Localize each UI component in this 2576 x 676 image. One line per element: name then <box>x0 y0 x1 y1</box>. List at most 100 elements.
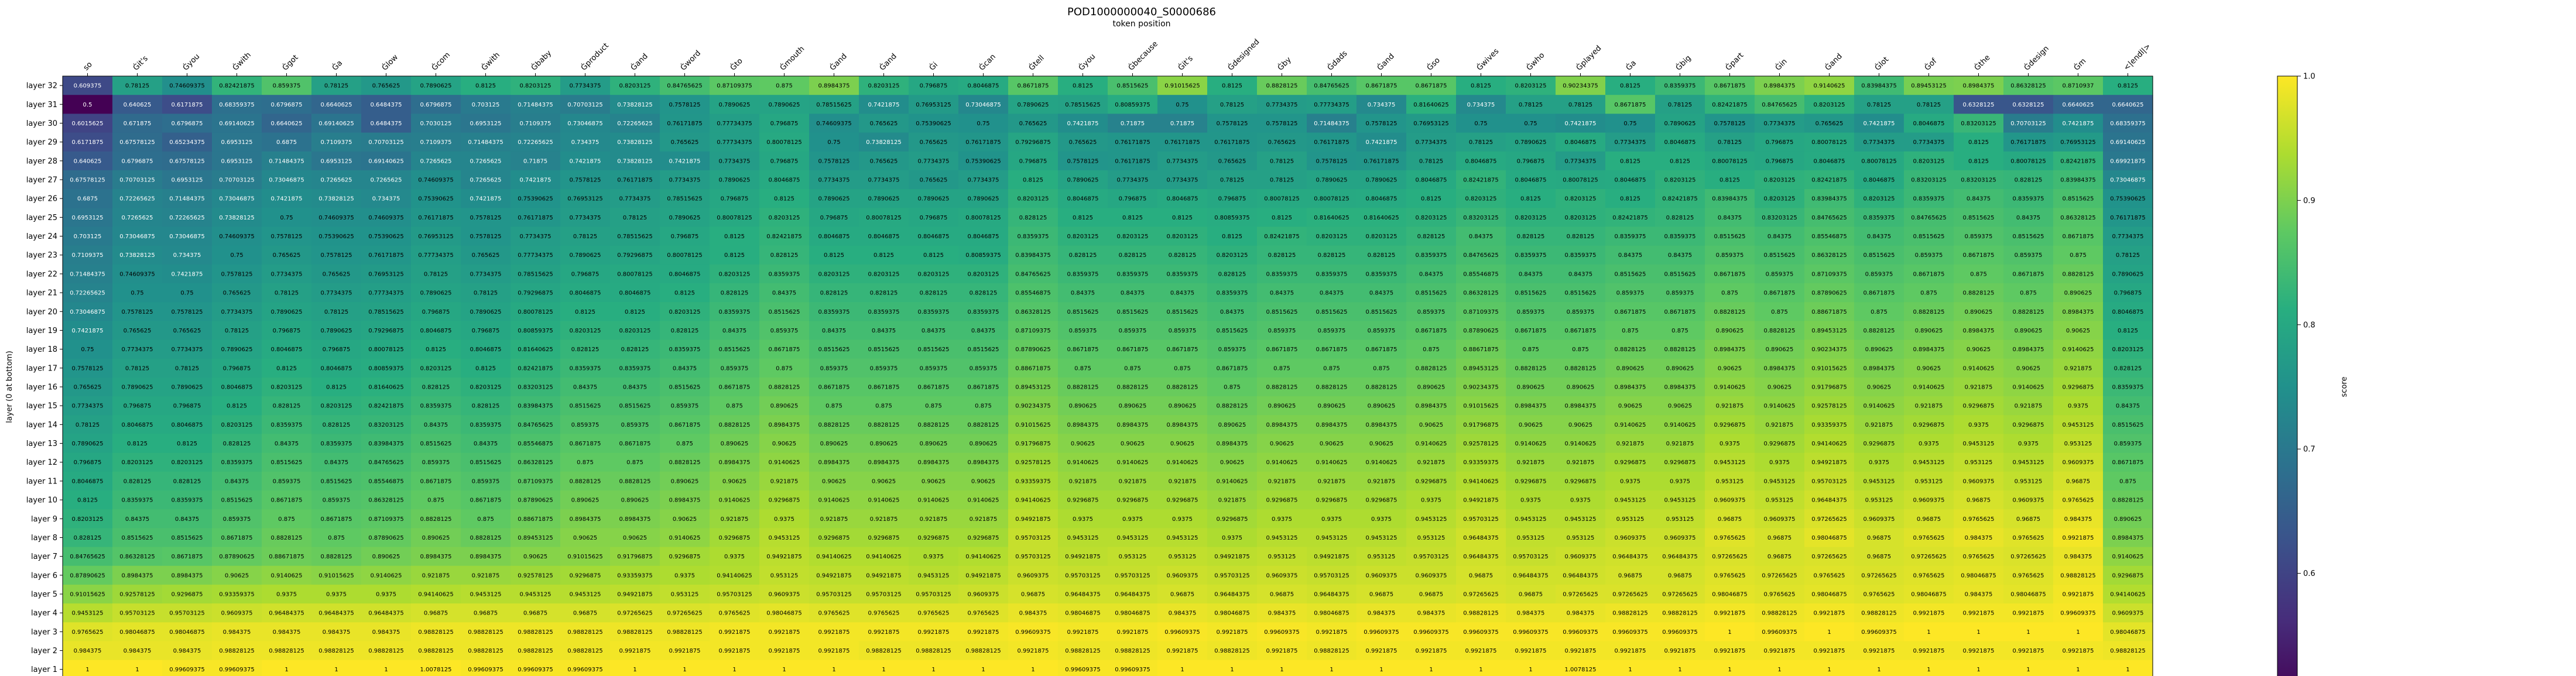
heatmap-cell <box>1157 114 1208 133</box>
cell-value-label: 0.78515625 <box>368 309 403 315</box>
cell-value-label: 0.8828125 <box>1913 309 1944 315</box>
cell-value-label: 0.9296875 <box>1116 497 1148 504</box>
heatmap-cell <box>2053 189 2104 208</box>
cell-value-label: 0.80078125 <box>1314 196 1349 203</box>
cell-value-label: 0.7734375 <box>519 234 551 240</box>
cell-value-label: 0.78125 <box>1519 102 1543 108</box>
heatmap-cell <box>1108 170 1158 190</box>
cell-value-label: 0.7578125 <box>320 252 352 259</box>
cell-value-label: 0.8125 <box>2118 328 2138 334</box>
cell-value-label: 0.9375 <box>1719 441 1740 447</box>
cell-value-label: 0.7421875 <box>1564 121 1596 127</box>
cell-value-label: 0.94921875 <box>1214 554 1249 560</box>
cell-value-label: 0.953125 <box>1965 459 1993 466</box>
cell-value-label: 0.99609375 <box>1861 629 1896 636</box>
cell-value-label: 0.9921875 <box>669 648 700 654</box>
cell-value-label: 0.98828125 <box>418 629 453 636</box>
heatmap-cell <box>1356 95 1407 114</box>
heatmap-cell <box>162 170 213 190</box>
cell-value-label: 0.8671875 <box>569 441 601 447</box>
cell-value-label: 0.8515625 <box>1714 234 1745 240</box>
cell-value-label: 0.95703125 <box>169 610 204 617</box>
cell-value-label: 0.94140625 <box>2110 592 2145 598</box>
cell-value-label: 0.984375 <box>273 629 301 636</box>
heatmap-cell <box>1157 76 1208 95</box>
cell-value-label: 0.7578125 <box>1365 121 1397 127</box>
cell-value-label: 0.76171875 <box>518 215 553 221</box>
heatmap-cell <box>112 283 163 303</box>
cell-value-label: 0.796875 <box>124 403 152 410</box>
cell-value-label: 0.98046875 <box>1314 610 1349 617</box>
y-tick-label: layer 30 <box>26 119 57 128</box>
cell-value-label: 0.9296875 <box>1664 459 1695 466</box>
x-tick-label: Ġand <box>1823 51 1844 72</box>
heatmap-cell <box>1406 95 1457 114</box>
cell-value-label: 0.71484375 <box>468 139 503 146</box>
cell-value-label: 0.7578125 <box>221 271 252 277</box>
heatmap-cell <box>909 132 959 152</box>
cell-value-label: 0.96484375 <box>1214 592 1249 598</box>
heatmap-cell <box>660 264 710 284</box>
heatmap-cell <box>1058 132 1108 152</box>
heatmap-cell <box>1755 283 1805 303</box>
heatmap-cell <box>511 302 561 321</box>
cell-value-label: 0.8125 <box>127 441 148 447</box>
y-tick-label: layer 6 <box>31 571 57 580</box>
cell-value-label: 0.8671875 <box>221 535 252 541</box>
cell-value-label: 0.98828125 <box>468 629 503 636</box>
heatmap-cell <box>710 189 760 208</box>
heatmap-cell <box>809 302 859 321</box>
heatmap-cell <box>311 264 362 284</box>
heatmap-cell <box>1904 245 1954 265</box>
cell-value-label: 0.97265625 <box>1811 554 1847 560</box>
cell-value-label: 0.9921875 <box>1067 629 1098 636</box>
cell-value-label: 0.859375 <box>870 365 898 372</box>
cell-value-label: 0.6796875 <box>171 121 203 127</box>
heatmap-cell <box>162 132 213 152</box>
cell-value-label: 0.9296875 <box>868 535 899 541</box>
cell-value-label: 0.69140625 <box>219 121 254 127</box>
cell-value-label: 0.8984375 <box>1962 328 1994 334</box>
heatmap-cell <box>411 208 461 228</box>
cell-value-label: 0.98046875 <box>766 610 801 617</box>
cell-value-label: 0.99609375 <box>1563 629 1598 636</box>
cell-value-label: 0.828125 <box>472 403 500 410</box>
cell-value-label: 0.8046875 <box>121 422 153 428</box>
heatmap-cell <box>2053 264 2104 284</box>
y-tick-label: layer 29 <box>26 138 57 147</box>
cell-value-label: 0.95703125 <box>119 610 155 617</box>
cell-value-label: 0.71484375 <box>70 271 105 277</box>
cell-value-label: 0.90625 <box>1568 422 1592 428</box>
cell-value-label: 0.87890625 <box>1015 346 1050 353</box>
cell-value-label: 0.9140625 <box>270 572 302 579</box>
cell-value-label: 0.78125 <box>1220 177 1244 184</box>
y-tick-label: layer 26 <box>26 195 57 204</box>
x-tick-label: Ġand <box>1375 51 1396 72</box>
cell-value-label: 0.984375 <box>1019 610 1047 617</box>
cell-value-label: 0.8984375 <box>619 516 650 523</box>
cell-value-label: 0.8515625 <box>171 535 203 541</box>
cell-value-label: 0.7890625 <box>768 102 800 108</box>
cell-value-label: 0.8515625 <box>1067 309 1098 315</box>
heatmap-cell <box>1157 283 1208 303</box>
cell-value-label: 0.8125 <box>1520 196 1541 203</box>
cell-value-label: 0.97265625 <box>1563 592 1598 598</box>
cell-value-label: 0.71875 <box>1121 121 1145 127</box>
cell-value-label: 0.8671875 <box>420 478 451 485</box>
cell-value-label: 0.90625 <box>1967 346 1991 353</box>
cell-value-label: 0.9921875 <box>2062 535 2094 541</box>
cell-value-label: 0.9140625 <box>1365 459 1397 466</box>
cell-value-label: 0.96875 <box>1369 592 1393 598</box>
cell-value-label: 0.859375 <box>1517 309 1545 315</box>
cell-value-label: 0.77734375 <box>418 252 453 259</box>
cell-value-label: 0.8203125 <box>1664 177 1695 184</box>
cell-value-label: 0.7265625 <box>370 177 402 184</box>
cell-value-label: 0.765625 <box>1218 158 1246 164</box>
cell-value-label: 0.83984375 <box>1811 196 1847 203</box>
cell-value-label: 0.9453125 <box>1714 459 1745 466</box>
heatmap-cell <box>1207 208 1258 228</box>
heatmap-cell <box>2103 114 2153 133</box>
cell-value-label: 0.75390625 <box>2110 196 2145 203</box>
heatmap-cell <box>1307 189 1357 208</box>
cell-value-label: 0.7421875 <box>669 158 700 164</box>
